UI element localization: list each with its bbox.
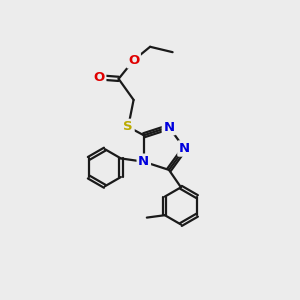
Text: S: S <box>123 120 133 134</box>
Text: N: N <box>179 142 190 155</box>
Text: O: O <box>94 71 105 84</box>
Text: N: N <box>164 121 175 134</box>
Text: N: N <box>138 155 149 168</box>
Text: O: O <box>128 54 139 67</box>
